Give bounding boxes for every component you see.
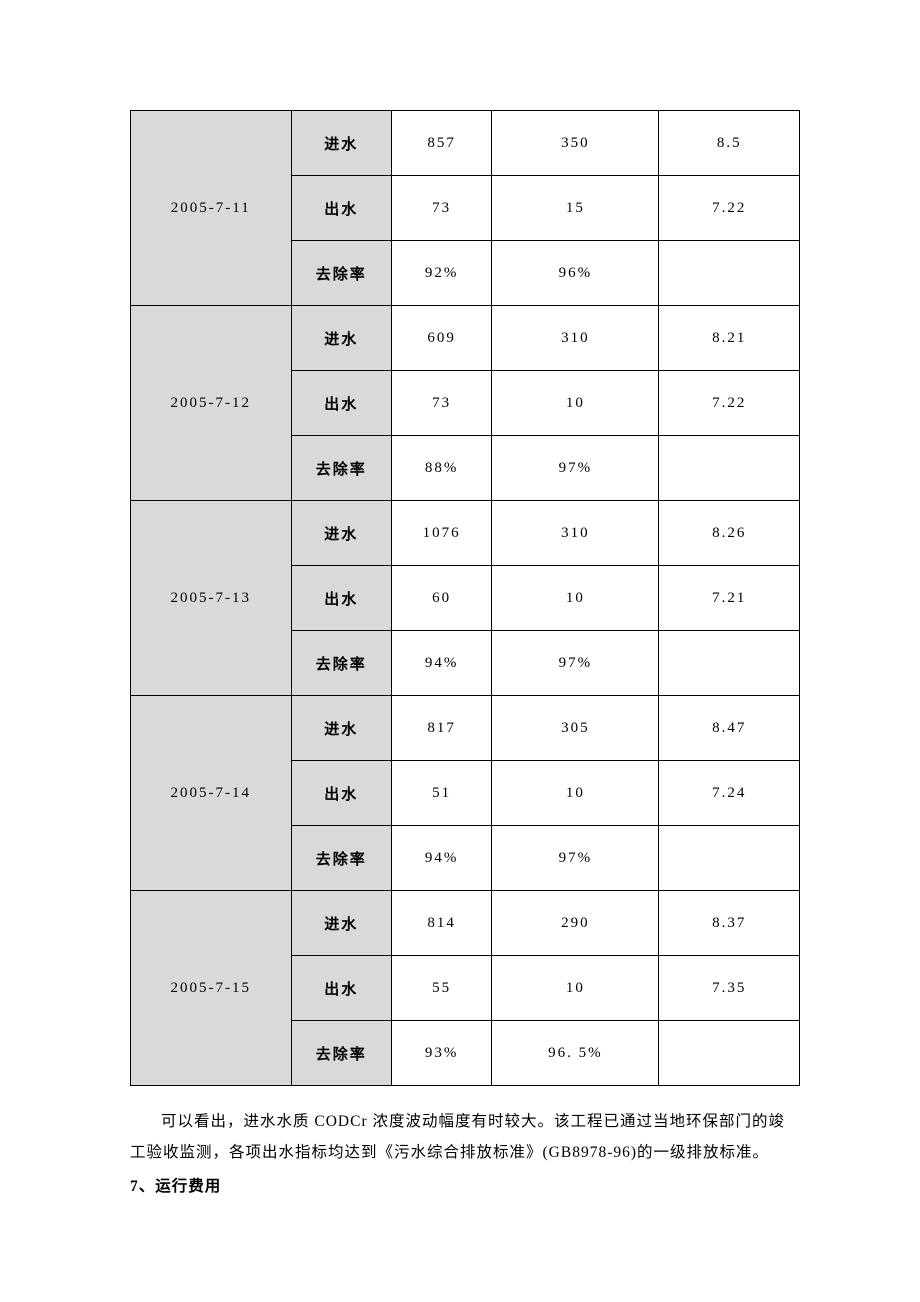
value-cell: 97% — [492, 631, 659, 696]
table-row: 2005-7-12进水6093108.21 — [131, 306, 800, 371]
value-cell: 8.21 — [659, 306, 800, 371]
value-cell: 7.24 — [659, 761, 800, 826]
value-cell — [659, 631, 800, 696]
value-cell — [659, 436, 800, 501]
value-cell: 55 — [391, 956, 491, 1021]
row-type-cell: 去除率 — [291, 436, 391, 501]
value-cell: 1076 — [391, 501, 491, 566]
value-cell: 51 — [391, 761, 491, 826]
table-row: 2005-7-11进水8573508.5 — [131, 111, 800, 176]
summary-paragraph: 可以看出，进水水质 CODCr 浓度波动幅度有时较大。该工程已通过当地环保部门的… — [130, 1106, 800, 1168]
value-cell — [659, 1021, 800, 1086]
table-row: 2005-7-14进水8173058.47 — [131, 696, 800, 761]
row-type-cell: 进水 — [291, 696, 391, 761]
table-row: 2005-7-15进水8142908.37 — [131, 891, 800, 956]
value-cell — [659, 826, 800, 891]
value-cell: 97% — [492, 826, 659, 891]
value-cell: 10 — [492, 761, 659, 826]
row-type-cell: 出水 — [291, 176, 391, 241]
value-cell: 310 — [492, 501, 659, 566]
value-cell: 350 — [492, 111, 659, 176]
row-type-cell: 出水 — [291, 761, 391, 826]
value-cell: 7.21 — [659, 566, 800, 631]
date-cell: 2005-7-12 — [131, 306, 292, 501]
value-cell: 94% — [391, 826, 491, 891]
value-cell — [659, 241, 800, 306]
value-cell: 8.26 — [659, 501, 800, 566]
value-cell: 8.5 — [659, 111, 800, 176]
row-type-cell: 出水 — [291, 566, 391, 631]
value-cell: 310 — [492, 306, 659, 371]
value-cell: 817 — [391, 696, 491, 761]
value-cell: 94% — [391, 631, 491, 696]
row-type-cell: 进水 — [291, 306, 391, 371]
value-cell: 609 — [391, 306, 491, 371]
table-body: 2005-7-11进水8573508.5出水73157.22去除率92%96%2… — [131, 111, 800, 1086]
value-cell: 73 — [391, 176, 491, 241]
water-quality-table: 2005-7-11进水8573508.5出水73157.22去除率92%96%2… — [130, 110, 800, 1086]
date-cell: 2005-7-14 — [131, 696, 292, 891]
value-cell: 814 — [391, 891, 491, 956]
value-cell: 857 — [391, 111, 491, 176]
value-cell: 96. 5% — [492, 1021, 659, 1086]
date-cell: 2005-7-15 — [131, 891, 292, 1086]
value-cell: 290 — [492, 891, 659, 956]
value-cell: 96% — [492, 241, 659, 306]
value-cell: 10 — [492, 956, 659, 1021]
section-heading: 7、运行费用 — [130, 1174, 800, 1196]
row-type-cell: 进水 — [291, 501, 391, 566]
value-cell: 92% — [391, 241, 491, 306]
value-cell: 93% — [391, 1021, 491, 1086]
value-cell: 88% — [391, 436, 491, 501]
value-cell: 7.22 — [659, 176, 800, 241]
row-type-cell: 去除率 — [291, 241, 391, 306]
row-type-cell: 出水 — [291, 371, 391, 436]
row-type-cell: 去除率 — [291, 826, 391, 891]
value-cell: 8.47 — [659, 696, 800, 761]
value-cell: 7.22 — [659, 371, 800, 436]
value-cell: 305 — [492, 696, 659, 761]
row-type-cell: 去除率 — [291, 1021, 391, 1086]
table-row: 2005-7-13进水10763108.26 — [131, 501, 800, 566]
value-cell: 10 — [492, 371, 659, 436]
date-cell: 2005-7-13 — [131, 501, 292, 696]
value-cell: 7.35 — [659, 956, 800, 1021]
row-type-cell: 进水 — [291, 891, 391, 956]
value-cell: 97% — [492, 436, 659, 501]
row-type-cell: 去除率 — [291, 631, 391, 696]
value-cell: 10 — [492, 566, 659, 631]
value-cell: 15 — [492, 176, 659, 241]
value-cell: 8.37 — [659, 891, 800, 956]
row-type-cell: 出水 — [291, 956, 391, 1021]
value-cell: 60 — [391, 566, 491, 631]
value-cell: 73 — [391, 371, 491, 436]
date-cell: 2005-7-11 — [131, 111, 292, 306]
row-type-cell: 进水 — [291, 111, 391, 176]
